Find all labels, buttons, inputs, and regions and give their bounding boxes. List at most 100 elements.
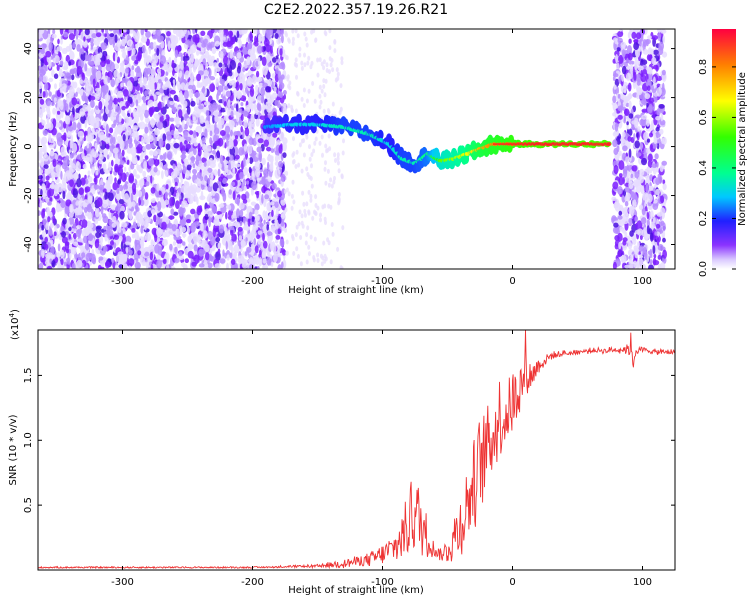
noise-speck	[240, 126, 243, 133]
noise-speck	[253, 101, 257, 112]
noise-speck	[639, 168, 645, 176]
noise-speck	[167, 99, 170, 108]
noise-speck	[116, 90, 124, 99]
noise-speck	[194, 59, 199, 67]
noise-speck	[652, 217, 656, 224]
noise-speck	[257, 230, 263, 235]
noise-speck	[83, 136, 86, 142]
noise-speck	[270, 225, 275, 232]
noise-speck	[246, 157, 250, 164]
noise-speck	[196, 83, 201, 88]
noise-speck	[79, 197, 83, 208]
noise-speck	[621, 74, 624, 82]
noise-speck	[42, 173, 46, 183]
noise-speck	[234, 135, 239, 140]
noise-speck	[68, 33, 75, 41]
noise-speck	[75, 201, 79, 206]
noise-speck	[88, 94, 92, 102]
noise-speck	[48, 41, 53, 52]
noise-speck	[125, 100, 131, 107]
noise-speck	[47, 168, 51, 174]
noise-speck	[278, 160, 283, 168]
noise-speck	[278, 144, 283, 154]
noise-speck	[76, 122, 81, 130]
noise-speck	[646, 211, 650, 220]
noise-speck	[229, 252, 233, 259]
noise-speck	[657, 45, 664, 56]
noise-speck	[243, 185, 247, 191]
noise-speck	[177, 182, 182, 188]
noise-speck	[90, 99, 95, 109]
noise-speck	[270, 261, 274, 267]
noise-speck	[257, 138, 264, 144]
noise-speck	[178, 243, 181, 249]
noise-speck	[224, 85, 229, 91]
noise-speck	[137, 50, 143, 60]
noise-speck	[635, 152, 642, 157]
noise-speck	[257, 56, 261, 66]
noise-speck	[113, 97, 118, 105]
noise-speck	[151, 209, 156, 215]
noise-speck	[61, 83, 67, 90]
noise-speck	[149, 119, 156, 126]
noise-speck	[192, 233, 199, 243]
noise-speck	[104, 94, 111, 102]
noise-speck	[189, 71, 194, 81]
noise-speck	[151, 227, 158, 236]
noise-speck	[179, 207, 184, 217]
noise-speck	[277, 70, 282, 80]
noise-speck	[186, 118, 191, 126]
noise-speck	[240, 113, 244, 122]
noise-speck	[154, 137, 157, 145]
noise-speck	[168, 263, 172, 269]
noise-speck	[258, 249, 262, 256]
noise-speck	[53, 57, 56, 64]
noise-speck	[202, 143, 207, 151]
noise-speck	[136, 143, 143, 154]
noise-speck	[63, 157, 70, 167]
noise-speck	[77, 238, 84, 243]
noise-speck	[168, 56, 172, 65]
noise-speck	[236, 113, 239, 123]
noise-speck	[223, 158, 227, 169]
noise-speck	[128, 175, 134, 184]
noise-speck	[172, 163, 176, 169]
noise-speck	[266, 224, 270, 231]
noise-speck	[163, 114, 167, 120]
noise-speck	[277, 264, 283, 269]
noise-speck	[220, 154, 224, 165]
noise-speck	[85, 52, 88, 62]
noise-speck	[57, 38, 60, 45]
noise-speck	[237, 93, 243, 99]
noise-speck	[254, 245, 259, 254]
noise-speck	[85, 252, 92, 262]
noise-speck	[159, 161, 164, 168]
noise-speck	[47, 122, 54, 131]
noise-speck	[184, 258, 189, 264]
noise-speck	[214, 221, 218, 226]
noise-speck	[237, 29, 244, 35]
noise-speck	[38, 162, 41, 167]
noise-speck	[60, 38, 63, 45]
noise-speck	[271, 209, 274, 217]
noise-speck	[209, 137, 213, 145]
noise-speck	[228, 204, 232, 211]
noise-speck	[134, 76, 138, 81]
noise-speck	[95, 105, 99, 110]
noise-speck	[52, 215, 56, 224]
noise-speck	[261, 193, 264, 204]
noise-speck	[53, 73, 59, 79]
noise-speck	[190, 208, 196, 215]
noise-speck	[54, 191, 58, 197]
noise-speck	[160, 40, 165, 49]
noise-speck	[77, 206, 83, 216]
noise-speck	[85, 153, 92, 163]
noise-speck	[110, 78, 116, 88]
noise-speck	[248, 137, 254, 145]
noise-speck	[104, 169, 110, 175]
noise-speck	[38, 136, 41, 146]
noise-speck	[229, 49, 233, 59]
noise-speck	[104, 102, 109, 107]
figure-title: C2E2.2022.357.19.26.R21	[264, 2, 448, 18]
noise-speck	[216, 150, 220, 159]
